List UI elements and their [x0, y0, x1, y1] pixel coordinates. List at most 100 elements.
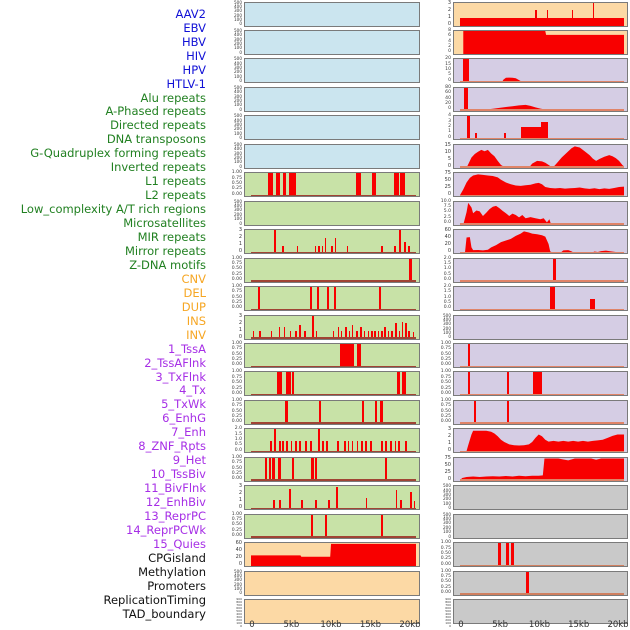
plot-area — [251, 287, 416, 311]
signal-bar — [400, 500, 402, 510]
signal-bar — [288, 488, 291, 510]
y-tick: 80 — [445, 84, 451, 90]
track-label: Directed repeats — [110, 118, 206, 133]
track-panel-Directed-repeats — [244, 229, 420, 255]
signal-bar — [356, 440, 359, 453]
y-tick: 3 — [238, 227, 242, 234]
track-label: HBV — [181, 34, 206, 49]
track-panel-7_Enh — [453, 229, 628, 255]
plot-area — [251, 344, 416, 368]
y-tick-labels: 500 400 300 200 100 0 — [421, 312, 451, 340]
signal-baseline — [251, 337, 416, 339]
y-tick: 0.50 — [440, 380, 451, 386]
plot-area — [460, 116, 624, 140]
y-tick: 900 — [236, 597, 242, 602]
track-label: Mirror repeats — [124, 243, 206, 258]
y-tick-labels: 1.00 0.75 0.50 0.25 0.00 — [212, 512, 242, 539]
y-tick: 0.50 — [440, 579, 451, 585]
y-tick: 0.25 — [440, 357, 451, 363]
track-label: 10_TssBiv — [150, 467, 206, 482]
signal-bar — [292, 372, 295, 396]
signal-bar — [409, 492, 412, 510]
signal-bar — [321, 245, 324, 254]
signal-bar — [272, 457, 275, 481]
y-tick: 0.50 — [231, 294, 242, 300]
y-tick: 0.50 — [231, 266, 242, 272]
signal-bar — [318, 400, 321, 424]
signal-bar — [324, 514, 328, 538]
y-tick: 1.0 — [443, 266, 451, 272]
track-panel-CNV — [244, 542, 420, 568]
signal-bar — [541, 122, 548, 140]
track-panel-4_Tx — [453, 143, 628, 169]
y-tick: 1 — [238, 326, 242, 333]
signal-bar — [395, 323, 397, 339]
track-panel-13_ReprPC — [453, 399, 628, 425]
signal-bar — [464, 87, 468, 111]
signal-bar — [460, 17, 624, 26]
signal-bar — [285, 400, 288, 424]
track-panel-L2-repeats — [244, 371, 420, 397]
y-tick: 500 — [443, 312, 451, 318]
track-label: 2_TssAFlnk — [144, 355, 206, 370]
y-tick: 5 — [448, 72, 451, 78]
y-tick-labels: 500 400 300 200 100 0 — [212, 57, 242, 83]
y-tick: 100 — [234, 130, 242, 136]
signal-area — [501, 77, 524, 83]
y-tick-labels: 1.00 0.75 0.50 0.25 0.00 — [421, 370, 451, 396]
y-tick: 300 — [443, 321, 451, 327]
signal-baseline — [251, 393, 416, 396]
track-panel-ReplicationTiming — [453, 570, 628, 596]
signal-bar — [315, 330, 318, 339]
signal-bar — [503, 133, 506, 140]
y-tick: 25 — [444, 184, 451, 191]
signal-bar — [283, 327, 286, 339]
track-panel-Methylation — [453, 513, 628, 539]
signal-bar — [408, 245, 410, 254]
y-tick-labels: 10.0 7.5 5.0 2.5 0.0 — [421, 199, 451, 226]
y-tick: 0.00 — [231, 533, 242, 539]
track-panel-3_TxFlnk — [453, 115, 628, 141]
signal-bar — [381, 440, 384, 453]
y-tick: 0.25 — [231, 186, 242, 192]
y-tick: 1.5 — [443, 260, 451, 266]
signal-bar — [365, 497, 368, 510]
y-tick: 100 — [443, 329, 451, 335]
plot-area — [460, 543, 624, 567]
signal-bar — [526, 571, 529, 595]
y-tick-labels: 500 400 300 200 100 0 — [212, 569, 242, 596]
signal-area — [466, 146, 624, 168]
plot-area — [251, 230, 416, 254]
y-tick: 15 — [445, 61, 451, 67]
y-tick: 300 — [443, 520, 451, 526]
signal-baseline — [460, 166, 624, 168]
x-tick: 20kb — [399, 620, 421, 630]
y-tick: 800 — [236, 600, 242, 605]
x-tick: 20kb — [607, 620, 629, 630]
signal-bar — [275, 173, 281, 197]
y-tick: 500 — [234, 198, 242, 204]
signal-bar — [384, 327, 386, 339]
y-tick: 300 — [234, 8, 242, 14]
signal-bar — [269, 440, 272, 453]
track-label: 11_BivFlnk — [143, 481, 206, 496]
plot-area — [460, 59, 624, 83]
y-tick: 2 — [448, 43, 451, 49]
y-tick: 0.25 — [231, 470, 242, 476]
signal-area — [464, 231, 624, 254]
y-tick-labels: 500 400 300 200 100 0 — [212, 28, 242, 55]
y-tick: 1.00 — [440, 540, 451, 546]
track-label: Z-DNA motifs — [129, 257, 206, 272]
signal-bar — [316, 287, 319, 311]
y-tick: 0.50 — [440, 351, 451, 357]
track-label: G-Quadruplex forming repeats — [30, 146, 206, 161]
track-label: 8_ZNF_Rpts — [138, 439, 206, 454]
signal-bar — [340, 330, 343, 339]
signal-bar — [290, 440, 293, 453]
y-tick: 0.50 — [231, 465, 242, 471]
y-tick: 20 — [445, 100, 451, 106]
y-tick: 0.00 — [231, 191, 242, 197]
y-tick: 0.00 — [231, 419, 242, 425]
